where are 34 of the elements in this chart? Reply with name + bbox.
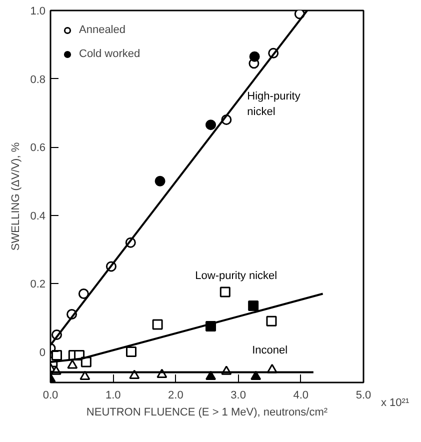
legend-label: Cold worked bbox=[79, 48, 140, 60]
y-tick-label: 1.0 bbox=[30, 6, 46, 18]
x-axis-title: NEUTRON FLUENCE (E > 1 MeV), neutrons/cm² bbox=[86, 406, 328, 418]
point bbox=[266, 316, 277, 326]
y-tick-label: 0 bbox=[39, 346, 46, 359]
annotation: High-purity nickel bbox=[247, 90, 301, 118]
point bbox=[52, 350, 62, 360]
text: x 10²¹ bbox=[381, 396, 410, 411]
y-tick-label: 0.4 bbox=[30, 210, 46, 222]
point bbox=[126, 346, 137, 358]
x-tick-label: 2.0 bbox=[168, 390, 184, 402]
x-tick-label: 4.0 bbox=[293, 390, 309, 402]
y-tick-label: 0.2 bbox=[30, 278, 46, 291]
point bbox=[67, 359, 78, 369]
y-tick-label: 0.8 bbox=[30, 74, 46, 86]
point bbox=[250, 370, 262, 380]
y-tick-label: 0.6 bbox=[30, 142, 46, 154]
x-tick-label: 5.0 bbox=[356, 390, 372, 402]
x-tick-label: 1.0 bbox=[105, 390, 121, 402]
point bbox=[206, 120, 216, 130]
point bbox=[152, 319, 163, 330]
x-tick-label: 0.0 bbox=[42, 390, 58, 402]
point bbox=[80, 370, 90, 380]
point bbox=[78, 288, 89, 300]
point bbox=[249, 51, 260, 62]
point bbox=[206, 370, 216, 380]
y-axis-title: SWELLING (ΔV/V), % bbox=[10, 142, 22, 251]
point bbox=[248, 300, 259, 311]
point bbox=[154, 176, 166, 186]
annotation: Low-purity nickel bbox=[195, 270, 278, 282]
x-tick-label: 3.0 bbox=[230, 390, 246, 402]
annotation: Inconel bbox=[252, 344, 288, 356]
point bbox=[220, 286, 230, 298]
legend-label: Annealed bbox=[79, 24, 126, 36]
